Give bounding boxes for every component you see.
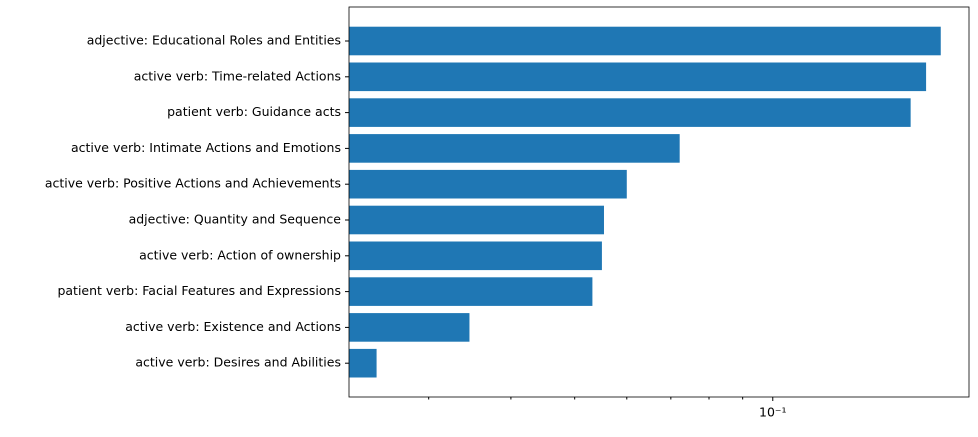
bar <box>349 313 470 342</box>
bar <box>349 348 377 378</box>
bar <box>349 169 627 199</box>
bar <box>349 205 604 235</box>
y-tick-label: active verb: Action of ownership <box>139 247 341 262</box>
y-tick-label: active verb: Existence and Actions <box>125 319 341 334</box>
y-tick-label: adjective: Quantity and Sequence <box>129 212 342 227</box>
bar <box>349 26 941 56</box>
bar <box>349 134 680 163</box>
y-tick-label: active verb: Positive Actions and Achiev… <box>45 176 341 191</box>
plot-frame <box>348 6 970 398</box>
y-tick-label: patient verb: Guidance acts <box>167 104 341 119</box>
y-tick-label: active verb: Intimate Actions and Emotio… <box>71 140 341 155</box>
y-tick-label: patient verb: Facial Features and Expres… <box>57 283 341 298</box>
bar <box>349 241 602 271</box>
y-tick-label: adjective: Educational Roles and Entitie… <box>87 33 341 48</box>
x-tick-label: 10⁻¹ <box>759 405 787 420</box>
y-tick-label: active verb: Desires and Abilities <box>135 355 341 370</box>
y-tick-label: active verb: Time-related Actions <box>134 68 341 83</box>
bar <box>349 62 927 92</box>
bar <box>349 98 911 127</box>
bar <box>349 277 593 306</box>
